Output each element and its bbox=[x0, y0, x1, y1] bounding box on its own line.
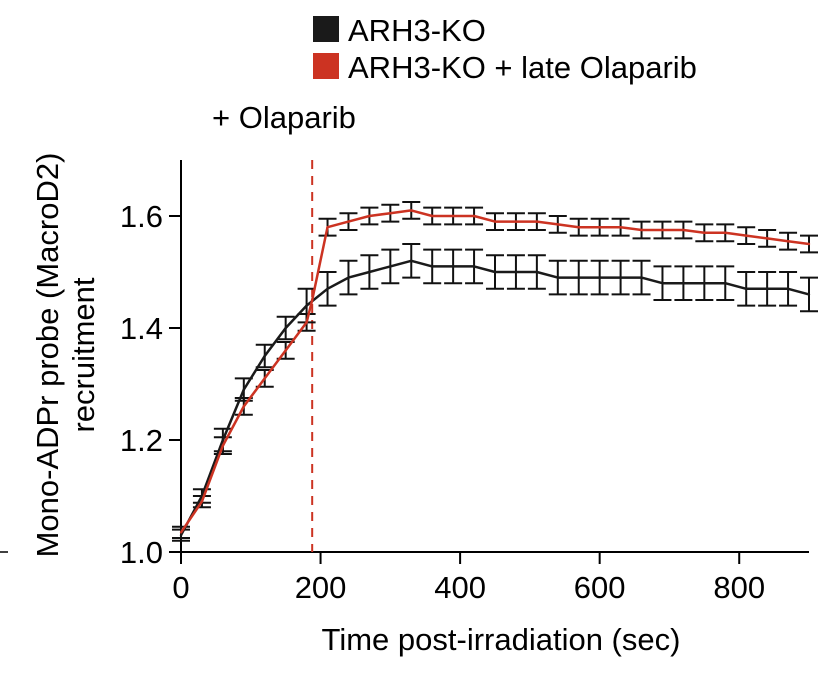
data-point-late-olaparib bbox=[724, 231, 727, 234]
data-point-late-olaparib bbox=[472, 214, 476, 218]
data-point-arh3-ko bbox=[368, 270, 371, 274]
data-point-late-olaparib bbox=[326, 226, 329, 229]
data-point-late-olaparib bbox=[493, 220, 497, 223]
data-point-arh3-ko bbox=[493, 270, 497, 274]
data-point-late-olaparib bbox=[598, 226, 601, 229]
data-point-arh3-ko bbox=[556, 276, 559, 279]
data-point-arh3-ko bbox=[807, 293, 811, 296]
x-tick-label: 400 bbox=[434, 570, 486, 605]
x-axis-label: Time post-irradiation (sec) bbox=[322, 622, 681, 657]
data-point-late-olaparib bbox=[410, 209, 413, 212]
data-point-arh3-ko bbox=[724, 282, 727, 285]
data-point-late-olaparib bbox=[640, 228, 643, 232]
data-point-late-olaparib bbox=[305, 321, 308, 324]
x-tick-label: 800 bbox=[713, 570, 765, 605]
data-point-late-olaparib bbox=[703, 231, 706, 234]
legend-label-arh3-ko: ARH3-KO bbox=[348, 13, 486, 48]
data-point-arh3-ko bbox=[305, 304, 308, 307]
data-point-late-olaparib bbox=[745, 234, 748, 237]
y-tick-label: 1.0 bbox=[120, 535, 163, 570]
data-point-arh3-ko bbox=[598, 276, 601, 279]
data-point-late-olaparib bbox=[682, 228, 685, 232]
x-tick-label: 600 bbox=[574, 570, 626, 605]
data-point-late-olaparib bbox=[535, 220, 539, 223]
data-point-arh3-ko bbox=[284, 326, 287, 330]
data-point-arh3-ko bbox=[682, 282, 685, 285]
data-point-arh3-ko bbox=[745, 287, 748, 290]
data-point-late-olaparib bbox=[431, 214, 434, 218]
legend: ARH3-KO ARH3-KO + late Olaparib bbox=[313, 13, 697, 85]
data-point-arh3-ko bbox=[765, 287, 769, 290]
x-tick-label: 0 bbox=[172, 570, 189, 605]
y-axis-label-line2: recruitment bbox=[66, 277, 101, 432]
data-point-arh3-ko bbox=[451, 265, 455, 268]
data-point-arh3-ko bbox=[263, 354, 266, 358]
data-point-arh3-ko bbox=[326, 287, 329, 290]
y-tick-label: 1.4 bbox=[120, 311, 163, 346]
data-point-late-olaparib bbox=[661, 228, 664, 232]
data-point-late-olaparib bbox=[556, 223, 559, 226]
data-point-late-olaparib bbox=[451, 214, 455, 218]
olaparib-annotation: + Olaparib bbox=[212, 100, 356, 135]
data-point-arh3-ko bbox=[661, 282, 664, 285]
data-point-arh3-ko bbox=[347, 276, 350, 279]
data-point-arh3-ko bbox=[431, 265, 434, 268]
data-point-late-olaparib bbox=[310, 298, 314, 302]
data-point-late-olaparib bbox=[179, 531, 183, 534]
data-point-late-olaparib bbox=[786, 240, 790, 243]
data-point-late-olaparib bbox=[347, 220, 350, 223]
data-point-late-olaparib bbox=[284, 349, 287, 352]
data-point-arh3-ko bbox=[514, 270, 518, 274]
data-point-late-olaparib bbox=[619, 226, 622, 229]
data-point-arh3-ko bbox=[179, 534, 183, 537]
data-point-arh3-ko bbox=[786, 287, 790, 290]
data-point-arh3-ko bbox=[221, 438, 225, 442]
legend-swatch-arh3-ko bbox=[313, 16, 339, 42]
data-point-arh3-ko bbox=[640, 276, 643, 279]
data-point-late-olaparib bbox=[242, 405, 245, 408]
data-point-arh3-ko bbox=[242, 388, 245, 391]
data-point-late-olaparib bbox=[221, 444, 225, 447]
x-tick-label: 200 bbox=[295, 570, 347, 605]
data-point-late-olaparib bbox=[368, 214, 371, 218]
data-point-late-olaparib bbox=[577, 226, 580, 229]
data-point-arh3-ko bbox=[472, 265, 476, 268]
data-point-arh3-ko bbox=[577, 276, 580, 279]
data-point-late-olaparib bbox=[389, 212, 392, 215]
series-line-arh3-ko bbox=[179, 259, 810, 536]
data-point-late-olaparib bbox=[200, 500, 204, 503]
y-tick-label: 1.6 bbox=[120, 199, 163, 234]
legend-swatch-late-olaparib bbox=[313, 53, 339, 79]
data-point-arh3-ko bbox=[410, 259, 413, 262]
data-point-arh3-ko bbox=[389, 265, 392, 268]
y-tick-label: 1.2 bbox=[120, 423, 163, 458]
data-point-late-olaparib bbox=[514, 220, 518, 223]
data-point-late-olaparib bbox=[765, 237, 769, 240]
legend-label-late-olaparib: ARH3-KO + late Olaparib bbox=[348, 50, 697, 85]
data-point-arh3-ko bbox=[535, 270, 539, 274]
data-point-late-olaparib bbox=[263, 377, 266, 380]
y-axis-label-line1: Mono-ADPr probe (MacroD2) bbox=[30, 153, 65, 558]
data-point-late-olaparib bbox=[807, 242, 811, 246]
data-point-arh3-ko bbox=[619, 276, 622, 279]
data-point-arh3-ko bbox=[703, 282, 706, 285]
series-line-late-olaparib bbox=[179, 209, 810, 534]
